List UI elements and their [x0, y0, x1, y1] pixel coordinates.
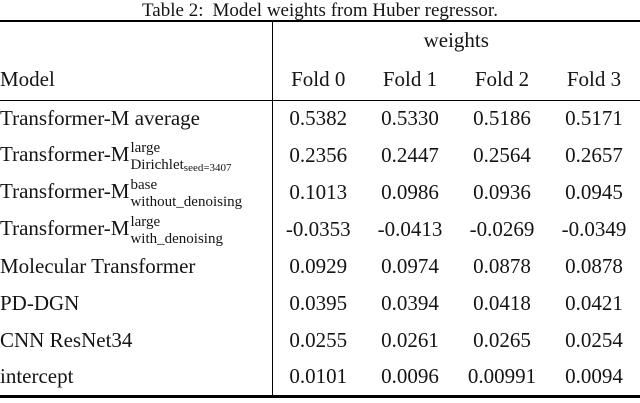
table-body: Transformer-M average 0.5382 0.5330 0.51… [0, 100, 640, 396]
weight-value: -0.0353 [285, 217, 351, 241]
model-name: Transformer-M large with_denoising [0, 211, 273, 248]
weight-value: 0.0261 [381, 328, 439, 352]
weight-value: 0.0254 [565, 328, 623, 352]
weight-value: 0.0255 [289, 328, 348, 352]
group-header-row: weights [0, 21, 640, 59]
model-script-stack: large with_denoising [130, 213, 223, 247]
table-row: Transformer-M average 0.5382 0.5330 0.51… [0, 100, 640, 137]
weight-value: 0.2657 [565, 143, 623, 167]
model-subscript-text: Dirichlet [130, 156, 184, 173]
model-base-text: intercept [0, 364, 74, 389]
column-header-fold3: Fold 3 [548, 59, 640, 101]
table-row: Transformer-M large with_denoising -0.0353… [0, 211, 640, 248]
table-row: CNN ResNet34 0.0255 0.0261 0.0265 0.0254 [0, 322, 640, 359]
model-superscript: large [130, 139, 161, 156]
weight-value: 0.0265 [473, 328, 531, 352]
weight-value: 0.0986 [381, 180, 439, 204]
weight-value: 0.0878 [565, 254, 623, 278]
caption-label: Table 2: [142, 0, 204, 21]
column-header-fold1: Fold 1 [364, 59, 456, 101]
weight-value: 0.0395 [289, 291, 348, 315]
column-header-fold2: Fold 2 [456, 59, 548, 101]
column-header-fold0: Fold 0 [272, 59, 364, 101]
model-base-text: Transformer-M [0, 215, 130, 240]
weight-value: 0.0394 [381, 291, 439, 315]
table-caption: Table 2: Model weights from Huber regress… [0, 0, 640, 21]
weight-value: 0.0929 [289, 254, 348, 278]
weight-value: 0.0418 [473, 291, 531, 315]
model-script-stack: base without_denoising [130, 176, 243, 210]
model-name: CNN ResNet34 [0, 322, 273, 359]
weight-value: 0.0421 [565, 291, 623, 315]
model-subscript-nested: seed=3407 [183, 161, 232, 174]
weight-value: 0.0936 [473, 180, 531, 204]
model-name: Molecular Transformer [0, 248, 273, 285]
weight-value: 0.0096 [381, 364, 439, 389]
weights-table: weights Model Fold 0 Fold 1 Fold 2 Fold … [0, 20, 640, 398]
caption-text: Model weights from Huber regressor. [212, 0, 498, 21]
model-base-text: Molecular Transformer [0, 254, 196, 278]
weight-value: -0.0269 [469, 217, 535, 241]
model-name: PD-DGN [0, 285, 273, 322]
model-subscript-text: without_denoising [130, 193, 243, 210]
table-row: Transformer-M base without_denoising 0.101… [0, 174, 640, 211]
model-subscript: without_denoising [130, 193, 243, 210]
model-superscript: base [130, 176, 158, 193]
weight-value: 0.5171 [565, 106, 623, 131]
table-row: Molecular Transformer 0.0929 0.0974 0.08… [0, 248, 640, 285]
table-row: intercept 0.0101 0.0096 0.00991 0.0094 [0, 359, 640, 396]
model-base-text: Transformer-M [0, 141, 130, 166]
weight-value: 0.2564 [473, 143, 531, 167]
weight-value: 0.5186 [473, 106, 531, 131]
model-base-text: Transformer-M [0, 178, 130, 203]
weight-value: 0.1013 [289, 180, 348, 204]
column-header-model: Model [0, 59, 273, 101]
model-name: intercept [0, 359, 273, 396]
weight-value: 0.5382 [289, 106, 348, 131]
weight-value: 0.2356 [289, 143, 348, 167]
model-base-text: PD-DGN [0, 291, 80, 315]
model-name: Transformer-M large Dirichletseed=3407 [0, 137, 273, 174]
weight-value: -0.0413 [377, 217, 443, 241]
weight-value: 0.0945 [565, 180, 623, 204]
model-subscript-text: with_denoising [130, 230, 223, 247]
model-name: Transformer-M base without_denoising [0, 174, 273, 211]
table-head: weights Model Fold 0 Fold 1 Fold 2 Fold … [0, 21, 640, 101]
weight-value: 0.0094 [565, 364, 623, 389]
weight-value: 0.2447 [381, 143, 439, 167]
weight-value: 0.0974 [381, 254, 439, 278]
model-subscript: with_denoising [130, 230, 223, 247]
model-script-stack: large Dirichletseed=3407 [130, 139, 232, 174]
model-subscript: Dirichletseed=3407 [130, 156, 232, 174]
weight-value: 0.0101 [289, 364, 348, 389]
weight-value: 0.00991 [467, 364, 537, 389]
weight-value: 0.5330 [381, 106, 439, 131]
model-base-text: CNN ResNet34 [0, 328, 133, 352]
group-header-spacer [0, 21, 273, 59]
column-header-row: Model Fold 0 Fold 1 Fold 2 Fold 3 [0, 59, 640, 101]
model-superscript: large [130, 213, 161, 230]
weight-value: -0.0349 [561, 217, 627, 241]
table-row: Transformer-M large Dirichletseed=3407 0.2… [0, 137, 640, 174]
model-base-text: Transformer-M average [0, 106, 200, 131]
weight-value: 0.0878 [473, 254, 531, 278]
group-header-weights: weights [423, 28, 489, 52]
model-name: Transformer-M average [0, 100, 273, 137]
table-row: PD-DGN 0.0395 0.0394 0.0418 0.0421 [0, 285, 640, 322]
